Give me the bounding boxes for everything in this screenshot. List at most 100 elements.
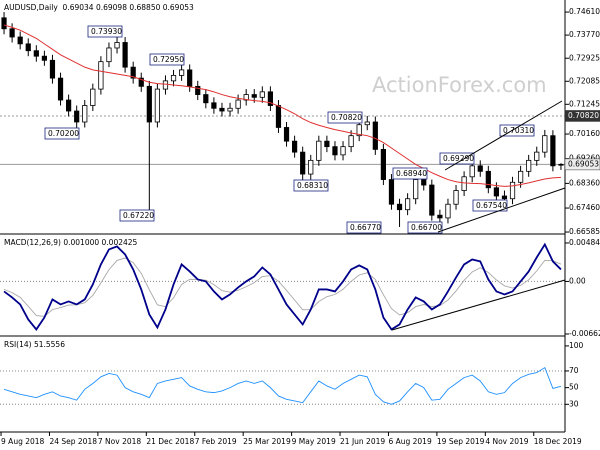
plot-layer: 9 Aug 2018 24 Sep 2018 7 Nov 2018 21 Dec 20… (0, 12, 582, 446)
candle-body (130, 66, 136, 79)
y-tick-label: 0.66585 (569, 227, 600, 236)
y-tick-label: 70 (569, 366, 579, 375)
candle-body (364, 121, 370, 126)
candle-body (162, 80, 169, 90)
y-tick-label: 0.72925 (569, 53, 600, 62)
y-tick-label: -0.006624 (569, 329, 600, 338)
annotation: 0.66770 (350, 223, 381, 232)
candle-body (501, 195, 508, 200)
candle-body (74, 110, 80, 123)
candle-body (138, 77, 144, 87)
candle-body (90, 88, 96, 106)
candle-body (170, 74, 177, 82)
x-tick-label: 6 Aug 2019 (388, 437, 431, 446)
candle-body (405, 198, 411, 211)
indicator-line (3, 242, 562, 331)
annotation: 0.67540 (476, 201, 507, 210)
annotation-box (149, 53, 185, 66)
y-tick-label: 50 (569, 383, 579, 392)
annotation: 0.73930 (91, 27, 122, 36)
annotation-box (407, 221, 443, 234)
candle-body (82, 105, 88, 123)
candle-body (292, 140, 298, 153)
candle-body (251, 94, 257, 98)
candle-body (235, 99, 241, 109)
chart-title: AUDUSD,Daily 0.69034 0.69098 0.68850 0.6… (4, 3, 194, 12)
candle-body (275, 105, 282, 128)
candle-body (429, 184, 435, 216)
candle-body (356, 124, 362, 137)
candle-body (316, 140, 322, 161)
x-tick-label: 7 Feb 2019 (195, 437, 237, 446)
indicator-line (3, 257, 562, 317)
indicator-title: MACD(12,26,9) 0.001000 0.002425 (4, 238, 138, 247)
x-tick-label: 7 Nov 2018 (98, 437, 141, 446)
trendline (391, 279, 566, 331)
price-marker-box (564, 158, 600, 171)
candle-body (267, 91, 273, 106)
candle-body (259, 91, 265, 98)
x-tick-label: 9 Aug 2018 (1, 437, 44, 446)
candle-body (41, 55, 47, 61)
candle-body (526, 159, 532, 172)
candle-body (550, 135, 556, 167)
price-marker-box (564, 110, 600, 122)
candle-body (534, 151, 540, 161)
candle-body (17, 36, 23, 45)
indicator-line (3, 366, 562, 405)
annotation-box (327, 111, 363, 124)
candle-body (9, 28, 15, 38)
candle-body (33, 50, 39, 57)
candle-body (219, 107, 225, 112)
trendline (437, 187, 566, 233)
annotation-box (392, 167, 428, 180)
candle-body (1, 17, 7, 30)
candle-body (324, 140, 330, 148)
x-tick-label: 19 Sep 2019 (437, 437, 485, 446)
candle-body (469, 165, 475, 178)
y-tick-label: 30 (569, 399, 579, 408)
y-tick-label: 0.74610 (569, 7, 600, 16)
y-tick-label: 0.00 (569, 276, 586, 285)
candle-body (300, 151, 306, 175)
candle-body (348, 135, 354, 148)
candle-body (509, 181, 516, 200)
annotation: 0.70200 (48, 129, 79, 138)
y-tick-label: 0.71245 (569, 99, 600, 108)
y-tick-label: 0.72085 (569, 76, 600, 85)
candle-body (211, 102, 217, 109)
candle-body (98, 61, 104, 90)
candle-body (243, 94, 249, 101)
annotation: 0.72950 (153, 55, 184, 64)
annotation: 0.69290 (443, 154, 474, 163)
candle-body (49, 59, 56, 79)
x-tick-label: 21 Jun 2019 (340, 437, 385, 446)
x-tick-label: 24 Sep 2018 (49, 437, 97, 446)
x-tick-label: 9 May 2019 (292, 437, 336, 446)
candle-body (372, 121, 378, 150)
candle-body (421, 179, 427, 186)
annotation: 0.70820 (331, 113, 362, 122)
annotation: 0.67220 (123, 211, 154, 220)
indicator-title: RSI(14) 51.5556 (4, 340, 65, 349)
candle-body (518, 170, 524, 183)
annotation-box (346, 221, 382, 234)
candle-body (114, 42, 120, 49)
candle-body (388, 179, 395, 205)
x-tick-label: 4 Nov 2019 (485, 437, 528, 446)
annotation-box (472, 199, 508, 212)
candle-body (332, 146, 338, 156)
annotation-box (293, 179, 329, 192)
y-tick-label: 0.68360 (569, 178, 600, 187)
candle-body (195, 85, 201, 95)
annotation-box (499, 124, 535, 137)
candle-body (66, 99, 72, 112)
price-marker-label: 0.70820 (568, 111, 599, 120)
candle-body (25, 43, 31, 52)
y-tick-label: 0.004847 (569, 238, 600, 247)
watermark: ActionForex.com (372, 73, 547, 97)
candle-body (187, 69, 193, 87)
candle-body (493, 187, 499, 197)
candle-body (179, 69, 185, 76)
